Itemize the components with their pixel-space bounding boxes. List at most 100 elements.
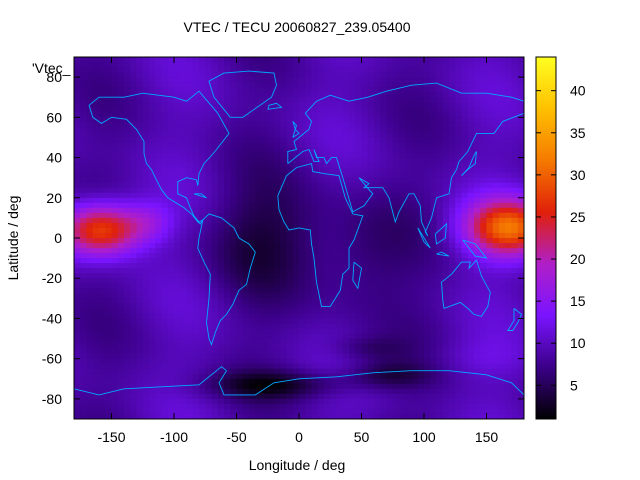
heatmap-cell (255, 167, 263, 174)
heatmap-cell (455, 212, 463, 219)
heatmap-cell (92, 393, 100, 400)
heatmap-cell (74, 82, 81, 88)
heatmap-cell (505, 102, 513, 108)
heatmap-cell (249, 288, 256, 294)
heatmap-cell (180, 182, 188, 189)
heatmap-cell (155, 303, 163, 309)
heatmap-cell (317, 207, 325, 214)
heatmap-cell (186, 263, 194, 269)
heatmap-cell (380, 378, 388, 385)
heatmap-cell (199, 323, 206, 330)
heatmap-cell (124, 308, 131, 315)
heatmap-cell (74, 373, 81, 380)
heatmap-cell (517, 72, 524, 78)
heatmap-cell (349, 232, 356, 239)
heatmap-cell (149, 107, 156, 113)
heatmap-cell (267, 278, 275, 284)
heatmap-cell (161, 77, 169, 83)
heatmap-cell (149, 217, 156, 224)
heatmap-cell (249, 328, 256, 335)
heatmap-cell (336, 318, 344, 325)
heatmap-cell (517, 217, 524, 224)
heatmap-cell (486, 172, 494, 179)
heatmap-cell (174, 227, 181, 234)
heatmap-cell (92, 268, 100, 274)
heatmap-cell (174, 62, 181, 68)
heatmap-cell (511, 258, 519, 264)
heatmap-cell (324, 132, 331, 139)
heatmap-cell (492, 202, 500, 209)
heatmap-cell (80, 378, 88, 385)
heatmap-cell (505, 238, 513, 244)
heatmap-cell (342, 152, 350, 159)
heatmap-cell (217, 152, 225, 159)
heatmap-cell (480, 187, 488, 194)
heatmap-cell (336, 353, 344, 360)
heatmap-cell (211, 202, 219, 209)
heatmap-cell (517, 107, 524, 113)
heatmap-cell (86, 253, 94, 259)
heatmap-cell (217, 232, 225, 239)
heatmap-cell (80, 227, 88, 234)
heatmap-cell (255, 172, 263, 179)
heatmap-cell (292, 273, 300, 279)
heatmap-cell (486, 343, 494, 350)
heatmap-cell (305, 172, 313, 179)
heatmap-cell (205, 313, 213, 320)
heatmap-cell (111, 62, 119, 68)
heatmap-cell (192, 112, 200, 118)
heatmap-cell (480, 87, 488, 93)
heatmap-cell (417, 318, 425, 325)
heatmap-cell (455, 378, 463, 385)
heatmap-cell (480, 107, 488, 113)
heatmap-cell (149, 238, 156, 244)
heatmap-cell (142, 222, 150, 229)
heatmap-cell (267, 192, 275, 199)
heatmap-cell (117, 293, 125, 299)
heatmap-cell (180, 278, 188, 284)
heatmap-cell (499, 202, 506, 209)
heatmap-cell (111, 227, 119, 234)
heatmap-cell (124, 217, 131, 224)
heatmap-cell (430, 152, 438, 159)
heatmap-cell (286, 217, 294, 224)
heatmap-cell (136, 92, 144, 98)
heatmap-cell (249, 122, 256, 128)
heatmap-cell (149, 288, 156, 294)
heatmap-cell (199, 72, 206, 78)
heatmap-cell (205, 182, 213, 189)
heatmap-cell (424, 273, 431, 279)
heatmap-cell (292, 383, 300, 390)
heatmap-cell (242, 162, 250, 169)
heatmap-cell (386, 167, 394, 174)
heatmap-cell (174, 283, 181, 289)
heatmap-cell (86, 207, 94, 214)
heatmap-cell (492, 303, 500, 309)
heatmap-cell (80, 187, 88, 194)
heatmap-cell (430, 353, 438, 360)
heatmap-cell (280, 227, 288, 234)
heatmap-cell (174, 303, 181, 309)
heatmap-cell (174, 217, 181, 224)
heatmap-cell (224, 122, 231, 128)
heatmap-cell (267, 378, 275, 385)
heatmap-cell (274, 227, 281, 234)
heatmap-cell (136, 388, 144, 395)
heatmap-cell (111, 358, 119, 365)
heatmap-cell (167, 92, 175, 98)
heatmap-cell (292, 147, 300, 154)
heatmap-cell (342, 263, 350, 269)
heatmap-cell (99, 67, 106, 73)
heatmap-cell (224, 323, 231, 330)
heatmap-cell (149, 308, 156, 315)
heatmap-cell (217, 388, 225, 395)
heatmap-cell (355, 117, 363, 123)
heatmap-cell (442, 67, 450, 73)
heatmap-cell (280, 293, 288, 299)
heatmap-cell (361, 283, 369, 289)
heatmap-cell (355, 112, 363, 118)
heatmap-cell (480, 92, 488, 98)
heatmap-cell (380, 323, 388, 330)
heatmap-cell (186, 172, 194, 179)
heatmap-cell (499, 142, 506, 149)
